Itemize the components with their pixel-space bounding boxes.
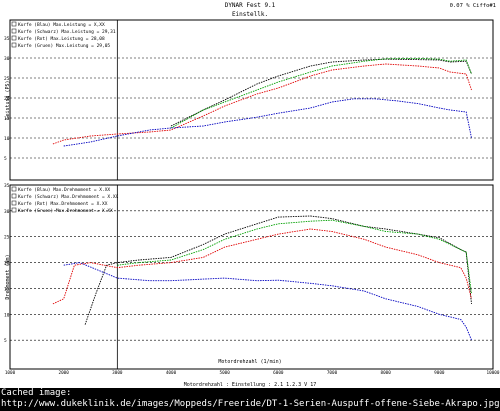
y-tick-label: 15 — [4, 286, 10, 292]
chart-header-title: DYNAR Fest 9.1 — [225, 2, 276, 9]
legend-marker — [11, 186, 17, 192]
legend-entry: Kurfe (Schwarz) Max.Leistung = 29,31 — [18, 29, 116, 35]
legend-entry: Kurfe (Rot) Max.Drehmoment = X.XX — [18, 201, 108, 207]
legend-marker — [11, 42, 17, 48]
caption-line-1: Cached image: — [1, 388, 72, 398]
y-axis-label: Leistung (PS) — [5, 80, 11, 119]
series-line-1 — [84, 215, 472, 325]
x-tick-label: 6000 — [273, 370, 284, 376]
x-tick-label: 2000 — [58, 370, 69, 376]
x-tick-label: 9000 — [434, 370, 445, 376]
x-tick-label: 1000 — [5, 370, 16, 376]
x-axis-label: Motordrehzahl (1/min) — [218, 359, 281, 365]
legend-entry: Kurfe (Rot) Max.Leistung = 28,08 — [18, 36, 105, 42]
series-line-2 — [170, 57, 472, 129]
series-line-3 — [52, 228, 472, 305]
caption-source-url: http://www.dukeklinik.de/images/Moppeds/… — [1, 399, 500, 409]
legend-marker — [11, 207, 17, 213]
chart-panel-2: 35 30 25 20 15 10 5 Drehmoment (Nm) Kurfe (Blau)… — [4, 183, 500, 376]
legend-entry: Kurfe (Schwarz) Max.Drehmoment = X.XX — [18, 194, 119, 200]
y-tick-label: 10 — [4, 312, 10, 318]
y-tick-label: 20 — [4, 96, 10, 102]
x-tick-label: 10000 — [487, 370, 500, 376]
series-line-4 — [63, 98, 472, 147]
dyno-chart-area: DYNAR Fest 9.1 Einstellk. 0.07 % Ciffo#1… — [0, 0, 500, 388]
chart-panels: 35 30 25 20 15 10 5 Leistung (PS) Kurfe (Blau) M… — [4, 19, 500, 376]
legend-marker — [11, 200, 17, 206]
series-line-3 — [52, 63, 472, 145]
image-caption: Cached image: http://www.dukeklinik.de/i… — [0, 388, 500, 411]
legend-marker — [11, 35, 17, 41]
legend-entry: Kurfe (Gruen) Max.Leistung = 29,05 — [18, 43, 110, 49]
y-tick-label: 25 — [4, 76, 10, 82]
y-tick-label: 10 — [4, 136, 10, 142]
series-line-4 — [63, 262, 472, 341]
x-tick-label: 5000 — [219, 370, 230, 376]
legend-entry: Kurfe (Blau) Max.Drehmoment = X.XX — [18, 187, 110, 193]
y-tick-label: 35 — [4, 36, 10, 42]
x-tick-label: 4000 — [166, 370, 177, 376]
legend-marker — [11, 21, 17, 27]
x-tick-label: 7000 — [327, 370, 338, 376]
dyno-chart-svg: DYNAR Fest 9.1 Einstellk. 0.07 % Ciffo#1… — [4, 2, 500, 388]
x-tick-label: 8000 — [380, 370, 391, 376]
legend-marker — [11, 193, 17, 199]
y-tick-label: 5 — [4, 156, 7, 162]
y-tick-label: 30 — [4, 209, 10, 215]
y-tick-label: 5 — [4, 338, 7, 344]
legend-entry: Kurfe (Blau) Max.Leistung = X,XX — [18, 22, 105, 28]
plot-frame — [9, 19, 494, 181]
y-tick-label: 30 — [4, 56, 10, 62]
chart-header-subtitle: Einstellk. — [232, 11, 268, 18]
plot-frame — [9, 184, 494, 370]
chart-header-right: 0.07 % Ciffo#1 — [450, 3, 496, 9]
x-tick-label: 3000 — [112, 370, 123, 376]
y-axis-label: Drehmoment (Nm) — [5, 254, 11, 299]
legend-entry: Kurfe (Gruen) Max.Drehmoment = X.XX — [18, 208, 113, 214]
y-tick-label: 25 — [4, 235, 10, 241]
series-line-1 — [170, 58, 472, 127]
legend-marker — [11, 28, 17, 34]
series-line-2 — [117, 219, 472, 294]
chart-panel-1: 35 30 25 20 15 10 5 Leistung (PS) Kurfe (Blau) M… — [4, 19, 494, 181]
y-tick-label: 20 — [4, 261, 10, 267]
y-tick-label: 35 — [4, 183, 10, 189]
y-tick-label: 15 — [4, 116, 10, 122]
chart-bottom-text: Motordrehzahl : Einstellung : 2.1 1.2.3 … — [184, 382, 316, 388]
